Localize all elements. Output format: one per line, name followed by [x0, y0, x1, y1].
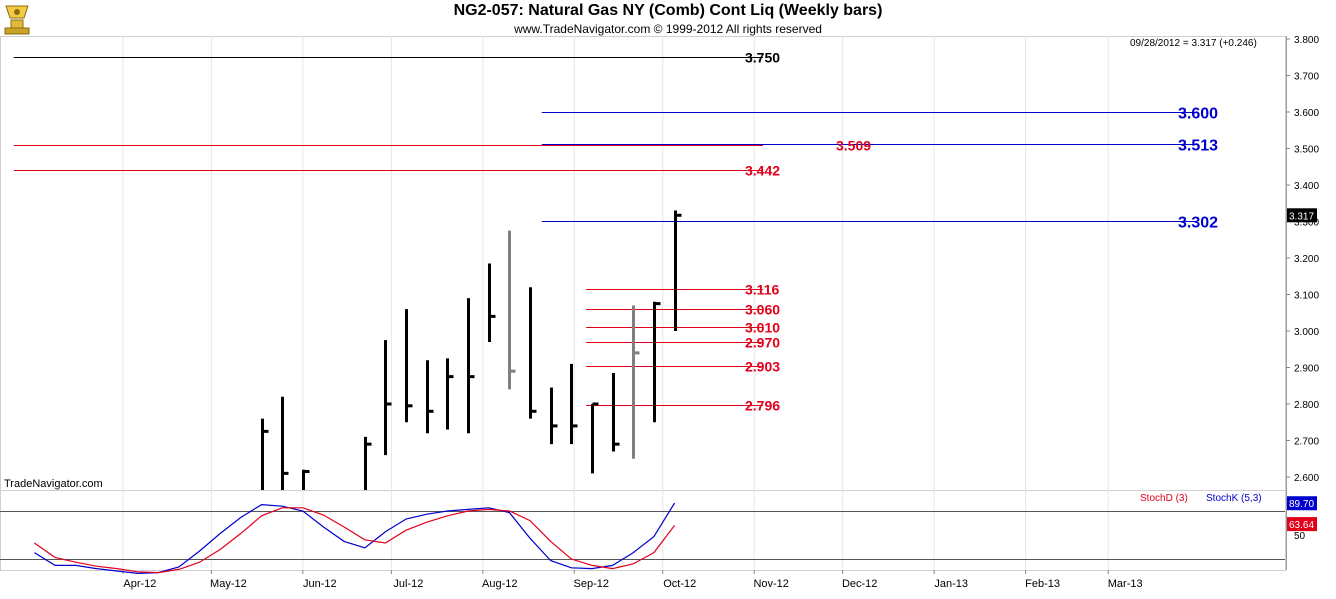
y-tick-label: 3.200 — [1294, 254, 1319, 265]
y-tick-label: 3.600 — [1294, 108, 1319, 119]
stochk-line — [34, 502, 676, 575]
level-label: 3.116 — [745, 282, 779, 298]
y-tick-label: 3.800 — [1294, 35, 1319, 46]
y-tick-label: 3.000 — [1294, 327, 1319, 338]
level-label: 2.796 — [745, 398, 780, 414]
level-label: 3.302 — [1178, 215, 1218, 232]
stochd-last-label: 63.64 — [1289, 520, 1314, 531]
price-panel-frame — [0, 36, 1286, 491]
x-tick-label: Nov-12 — [753, 578, 788, 590]
level-label: 3.442 — [745, 163, 780, 179]
y-tick-label: 2.900 — [1294, 364, 1319, 375]
stochk-last-label: 89.70 — [1289, 499, 1314, 510]
level-label: 2.970 — [745, 335, 780, 351]
x-tick-label: Sep-12 — [574, 578, 609, 590]
level-label: 3.750 — [745, 50, 780, 66]
x-tick-label: Feb-13 — [1025, 578, 1060, 590]
stochd-last-box — [1287, 517, 1317, 532]
stochk-last-box — [1287, 496, 1317, 511]
y-tick-label: 3.300 — [1294, 218, 1319, 229]
stochd-line — [34, 507, 676, 574]
legend-stochd: StochD (3) — [1140, 493, 1188, 504]
y-tick-label: 3.500 — [1294, 145, 1319, 156]
level-label: 3.060 — [745, 302, 780, 318]
y-tick-label: 2.600 — [1294, 473, 1319, 484]
watermark-text: TradeNavigator.com — [4, 478, 103, 490]
x-tick-label: Aug-12 — [482, 578, 517, 590]
y-tick-label: 3.700 — [1294, 72, 1319, 83]
x-tick-label: Apr-12 — [123, 578, 156, 590]
stoch-y-tick-label: 50 — [1294, 531, 1306, 542]
y-tick-label: 3.400 — [1294, 181, 1319, 192]
copyright-notice: www.TradeNavigator.com © 1999-2012 All r… — [514, 22, 822, 36]
y-tick-label: 2.800 — [1294, 400, 1319, 411]
legend-stochk: StochK (5,3) — [1206, 493, 1262, 504]
x-tick-label: Jan-13 — [934, 578, 968, 590]
level-label: 3.010 — [745, 320, 780, 336]
level-label: 3.513 — [1178, 138, 1218, 155]
chart-title: NG2-057: Natural Gas NY (Comb) Cont Liq … — [453, 2, 883, 19]
x-tick-label: Mar-13 — [1108, 578, 1143, 590]
level-label: 2.903 — [745, 359, 780, 375]
last-quote-text: 09/28/2012 = 3.317 (+0.246) — [1130, 38, 1257, 49]
y-tick-label: 2.700 — [1294, 437, 1319, 448]
y-tick-label: 3.100 — [1294, 291, 1319, 302]
last-price-box — [1287, 208, 1317, 223]
last-price-label: 3.317 — [1289, 211, 1314, 222]
level-label: 3.509 — [836, 138, 871, 154]
x-tick-label: May-12 — [210, 578, 247, 590]
x-tick-label: Dec-12 — [842, 578, 877, 590]
x-tick-label: Jul-12 — [393, 578, 423, 590]
level-label: 3.600 — [1178, 106, 1218, 123]
indicator-panel-frame — [0, 490, 1286, 571]
gold-trophy-icon — [2, 2, 32, 36]
x-tick-label: Oct-12 — [663, 578, 696, 590]
x-tick-label: Jun-12 — [303, 578, 337, 590]
